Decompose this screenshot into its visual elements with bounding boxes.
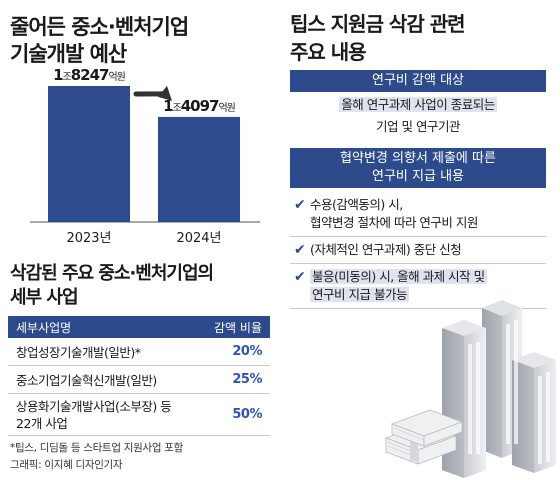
left-panel: 줄어든 중소·벤처기업 기술개발 예산 1조8247억원 2023년 1조4097억… (8, 15, 270, 471)
buildings-money-illustration (384, 300, 556, 478)
chart-title: 줄어든 중소·벤처기업 기술개발 예산 (10, 15, 189, 66)
section-header-target: 연구비 감액 대상 (290, 70, 546, 92)
cut-rate: 50% (232, 407, 262, 422)
footnote: *팁스, 디딤돌 등 스타트업 지원사업 포함 그래픽: 이지혜 디자인기자 (10, 442, 183, 471)
program-name: 중소기업기술혁신개발(일반) (16, 373, 157, 388)
bar-2023년 (48, 86, 130, 222)
right-panel: 팁스 지원금 삭감 관련 주요 내용 연구비 감액 대상 올해 연구과제 사업이… (284, 0, 560, 480)
program-name: 상용화기술개발사업(소부장) 등 22개 사업 (16, 398, 172, 431)
check-icon: ✔ (294, 269, 306, 285)
x-tick-label: 2024년 (176, 231, 221, 246)
list-item: ✔ 수용(감액동의) 시, 협약변경 절차에 따라 연구비 지원 (290, 192, 546, 237)
check-icon: ✔ (294, 197, 306, 213)
header-program-name: 세부사업명 (16, 320, 72, 335)
info-title: 팁스 지원금 삭감 관련 주요 내용 (290, 12, 465, 64)
bar-2024년 (158, 116, 240, 222)
program-table: 세부사업명 감액 비율 창업성장기술개발(일반)* 20% 중소기업기술혁신개발… (8, 316, 270, 436)
section-body-target: 올해 연구과제 사업이 종료되는 기업 및 연구기관 (339, 97, 497, 134)
list-item: ✔ (자체적인 연구과제) 중단 신청 (290, 237, 546, 264)
bar-value-label: 1조8247억원 (53, 66, 126, 84)
money-stack-icon (384, 409, 464, 465)
bar-value-label: 1조4097억원 (163, 97, 236, 115)
header-cut-rate: 감액 비율 (214, 320, 262, 335)
x-tick-label: 2023년 (66, 231, 111, 246)
list-item: ✔ 불응(미동의) 시, 올해 과제 시작 및 연구비 지급 불가능 (290, 264, 546, 309)
cut-rate: 25% (232, 372, 262, 387)
table-row: 상용화기술개발사업(소부장) 등 22개 사업 50% (8, 394, 270, 436)
cut-rate: 20% (232, 344, 262, 359)
table-row: 중소기업기술혁신개발(일반) 25% (8, 366, 270, 394)
section-header-payment: 협약변경 의향서 제출에 따른 연구비 지급 내용 (290, 148, 546, 188)
program-name: 창업성장기술개발(일반)* (16, 345, 141, 360)
decrease-arrow-icon (133, 85, 172, 101)
table-header: 세부사업명 감액 비율 (8, 316, 270, 338)
check-icon: ✔ (294, 242, 306, 258)
table-row: 창업성장기술개발(일반)* 20% (8, 338, 270, 366)
table-title: 삭감된 주요 중소·벤처기업의 세부 사업 (10, 263, 214, 308)
building-icon (442, 300, 556, 478)
budget-bar-chart: 1조8247억원 2023년 1조4097억원 2024년 (30, 66, 260, 246)
payment-check-list: ✔ 수용(감액동의) 시, 협약변경 절차에 따라 연구비 지원 ✔ (자체적인… (290, 192, 546, 309)
